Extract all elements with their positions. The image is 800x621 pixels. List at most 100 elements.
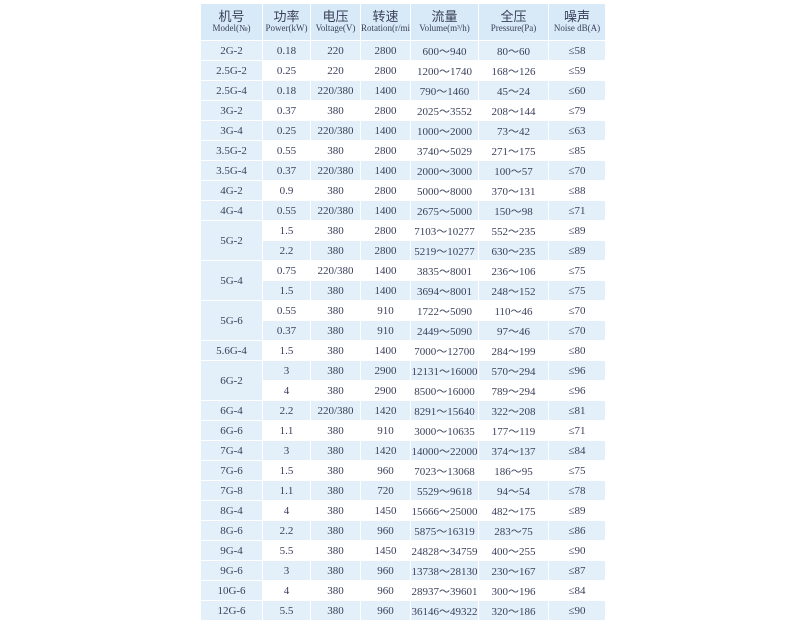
- data-cell: 28937～39601: [410, 580, 479, 601]
- model-cell: 5.6G-4: [200, 340, 263, 361]
- data-cell: 1400: [360, 200, 411, 221]
- data-cell: 380: [310, 560, 361, 581]
- data-cell: 3: [262, 440, 311, 461]
- data-cell: 36146～49322: [410, 600, 479, 621]
- data-cell: 2.2: [262, 240, 311, 261]
- model-cell: 9G-4: [200, 540, 263, 561]
- data-row: 3G-2 0.37 380 2800 2025～3552 208～144 ≤79: [200, 100, 606, 121]
- data-row: 4G-4 0.55 220/380 1400 2675～5000 150～98 ≤71: [200, 200, 606, 221]
- data-cell: 7000～12700: [410, 340, 479, 361]
- model-cell: 8G-4: [200, 500, 263, 521]
- model-cell: 7G-4: [200, 440, 263, 461]
- data-cell: ≤63: [548, 120, 606, 141]
- data-cell: ≤90: [548, 540, 606, 561]
- data-cell: 910: [360, 320, 411, 341]
- data-cell: 1.5: [262, 220, 311, 241]
- data-cell: 1450: [360, 500, 411, 521]
- data-cell: 3: [262, 560, 311, 581]
- header-cell: 噪声 Noise dB(A): [548, 3, 606, 41]
- data-cell: ≤96: [548, 360, 606, 381]
- data-cell: 0.37: [262, 160, 311, 181]
- spec-table: 机号 Model(№) 功率 Power(kW) 电压 Voltage(V) 转速 Rotat…: [200, 3, 606, 621]
- model-cell: 3G-4: [200, 120, 263, 141]
- data-cell: 380: [310, 420, 361, 441]
- data-cell: 5.5: [262, 540, 311, 561]
- data-cell: 400～255: [478, 540, 549, 561]
- data-cell: 960: [360, 520, 411, 541]
- data-cell: 100～57: [478, 160, 549, 181]
- header-en: Rotation(r/min): [361, 23, 410, 34]
- data-row: 7G-4 3 380 1420 14000～22000 374～137 ≤84: [200, 440, 606, 461]
- data-row: 8G-6 2.2 380 960 5875～16319 283～75 ≤86: [200, 520, 606, 541]
- model-cell: 2G-2: [200, 40, 263, 61]
- data-cell: 960: [360, 560, 411, 581]
- data-cell: 0.18: [262, 80, 311, 101]
- data-cell: 380: [310, 380, 361, 401]
- data-cell: 320～186: [478, 600, 549, 621]
- data-cell: 0.55: [262, 200, 311, 221]
- data-cell: ≤90: [548, 600, 606, 621]
- data-cell: 220: [310, 60, 361, 81]
- header-en: Noise dB(A): [553, 23, 601, 34]
- header-cell: 全压 Pressure(Pa): [478, 3, 549, 41]
- page: 机号 Model(№) 功率 Power(kW) 电压 Voltage(V) 转速 Rotat…: [200, 3, 606, 621]
- data-row: 4G-2 0.9 380 2800 5000～8000 370～131 ≤88: [200, 180, 606, 201]
- data-cell: 73～42: [478, 120, 549, 141]
- data-cell: 4: [262, 380, 311, 401]
- data-cell: ≤75: [548, 280, 606, 301]
- data-cell: 380: [310, 340, 361, 361]
- data-cell: 12131～16000: [410, 360, 479, 381]
- data-cell: 1.5: [262, 460, 311, 481]
- data-cell: 0.37: [262, 320, 311, 341]
- data-cell: 8291～15640: [410, 400, 479, 421]
- data-cell: 910: [360, 420, 411, 441]
- data-cell: 2800: [360, 140, 411, 161]
- model-cell: 5G-2: [200, 220, 263, 261]
- data-cell: 220/380: [310, 200, 361, 221]
- model-cell: 12G-6: [200, 600, 263, 621]
- data-cell: 186～95: [478, 460, 549, 481]
- data-cell: ≤78: [548, 480, 606, 501]
- data-cell: 80～60: [478, 40, 549, 61]
- data-cell: 960: [360, 600, 411, 621]
- data-row: 6G-2 3 380 2900 12131～16000 570～294 ≤96: [200, 360, 606, 401]
- data-cell: 1400: [360, 260, 411, 281]
- data-cell: 570～294: [478, 360, 549, 381]
- header-en: Model(№): [212, 23, 251, 34]
- header-zh: 噪声: [563, 8, 590, 24]
- header-zh: 转速: [372, 8, 399, 24]
- data-row: 12G-6 5.5 380 960 36146～49322 320～186 ≤90: [200, 600, 606, 621]
- data-row: 8G-4 4 380 1450 15666～25000 482～175 ≤89: [200, 500, 606, 521]
- data-cell: 5219～10277: [410, 240, 479, 261]
- data-cell: 374～137: [478, 440, 549, 461]
- data-cell: 380: [310, 600, 361, 621]
- data-cell: ≤71: [548, 200, 606, 221]
- data-cell: 789～294: [478, 380, 549, 401]
- header-row: 机号 Model(№) 功率 Power(kW) 电压 Voltage(V) 转速 Rotat…: [200, 3, 606, 41]
- data-cell: 45～24: [478, 80, 549, 101]
- header-en: Volume(m³/h): [419, 23, 470, 34]
- header-zh: 流量: [431, 8, 458, 24]
- data-cell: 220/380: [310, 80, 361, 101]
- data-cell: 0.25: [262, 60, 311, 81]
- model-cell: 6G-6: [200, 420, 263, 441]
- data-cell: 0.75: [262, 260, 311, 281]
- data-cell: 1400: [360, 280, 411, 301]
- data-cell: 2800: [360, 60, 411, 81]
- data-cell: 220/380: [310, 400, 361, 421]
- data-cell: 380: [310, 440, 361, 461]
- data-row: 2G-2 0.18 220 2800 600～940 80～60 ≤58: [200, 40, 606, 61]
- data-cell: 24828～34759: [410, 540, 479, 561]
- data-cell: ≤89: [548, 220, 606, 241]
- data-row: 5G-2 1.5 380 2800 7103～10277 552～235 ≤89: [200, 220, 606, 261]
- data-cell: 8500～16000: [410, 380, 479, 401]
- model-cell: 2.5G-4: [200, 80, 263, 101]
- data-cell: ≤80: [548, 340, 606, 361]
- data-row: 3G-4 0.25 220/380 1400 1000～2000 73～42 ≤63: [200, 120, 606, 141]
- data-row: 9G-4 5.5 380 1450 24828～34759 400～255 ≤90: [200, 540, 606, 561]
- data-cell: 177～119: [478, 420, 549, 441]
- spec-table-wrap: 机号 Model(№) 功率 Power(kW) 电压 Voltage(V) 转速 Rotat…: [200, 3, 606, 621]
- data-cell: 1200～1740: [410, 60, 479, 81]
- header-en: Voltage(V): [315, 23, 356, 34]
- data-cell: 5875～16319: [410, 520, 479, 541]
